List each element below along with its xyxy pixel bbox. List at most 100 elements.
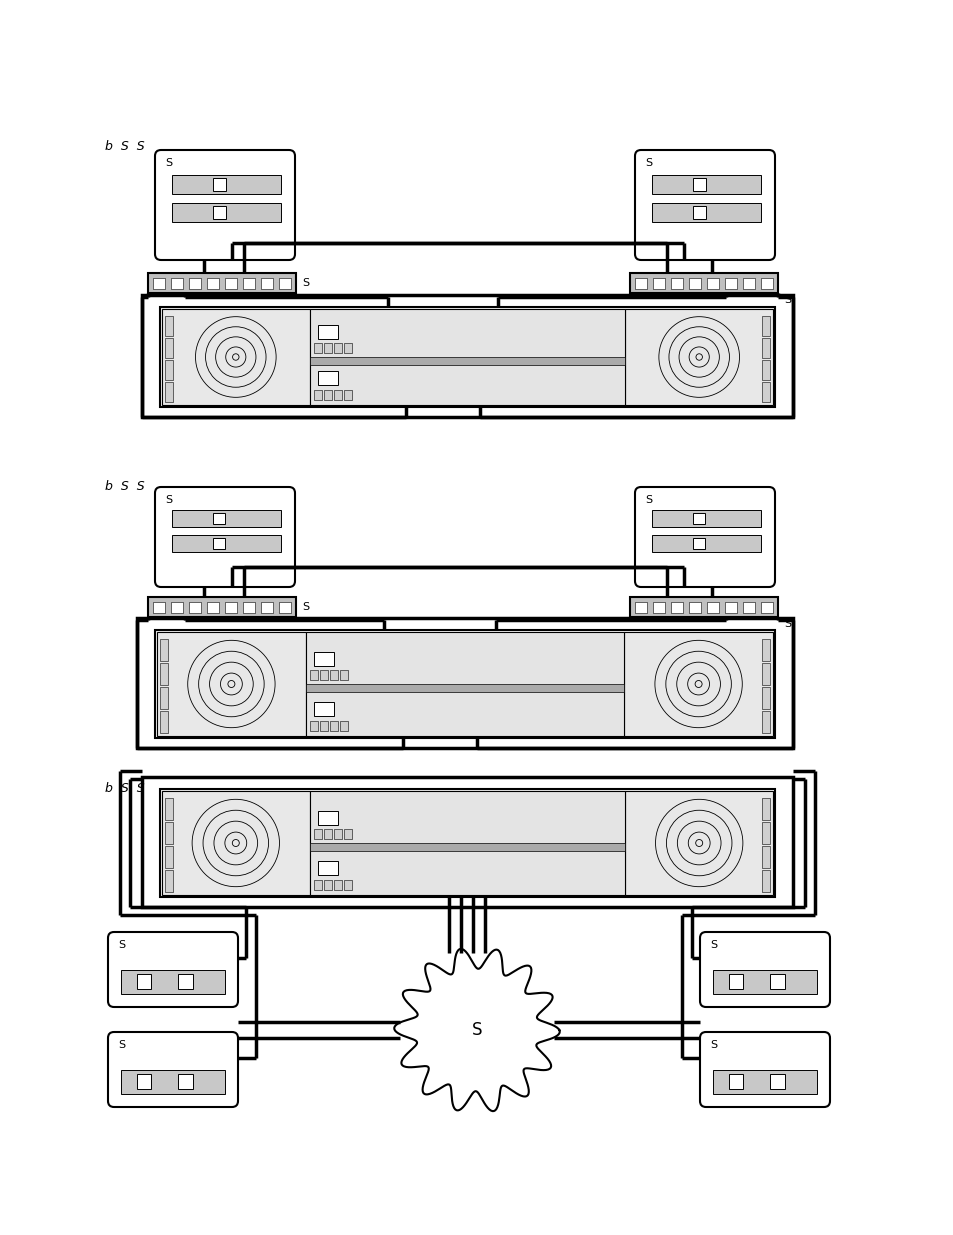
Polygon shape bbox=[394, 948, 559, 1112]
Bar bbox=[761, 382, 769, 403]
Bar bbox=[243, 278, 254, 289]
Bar bbox=[629, 597, 778, 618]
Bar bbox=[317, 325, 337, 338]
Text: b  S  S: b S S bbox=[105, 140, 145, 153]
Bar bbox=[121, 969, 225, 993]
Bar bbox=[314, 390, 321, 400]
Text: S: S bbox=[644, 158, 652, 168]
Bar bbox=[728, 1074, 742, 1089]
Bar bbox=[343, 343, 352, 353]
Bar bbox=[689, 278, 700, 289]
Text: S: S bbox=[165, 158, 172, 168]
Bar bbox=[153, 601, 165, 613]
Bar bbox=[310, 357, 625, 364]
Bar bbox=[625, 790, 772, 895]
Bar bbox=[323, 390, 332, 400]
Bar bbox=[314, 343, 321, 353]
Bar bbox=[148, 597, 295, 618]
Text: S: S bbox=[118, 940, 125, 950]
Bar bbox=[761, 338, 769, 358]
Bar bbox=[136, 1074, 151, 1089]
Bar bbox=[651, 203, 760, 221]
Bar bbox=[635, 601, 646, 613]
Bar bbox=[165, 798, 172, 820]
Bar bbox=[310, 844, 625, 851]
Bar bbox=[317, 370, 337, 385]
Bar bbox=[310, 671, 317, 680]
Bar bbox=[761, 846, 769, 868]
Bar bbox=[761, 663, 769, 685]
Bar bbox=[160, 789, 774, 897]
Bar bbox=[279, 601, 291, 613]
Bar bbox=[653, 601, 664, 613]
Bar bbox=[148, 273, 295, 293]
Bar bbox=[706, 278, 718, 289]
Bar bbox=[178, 1074, 193, 1089]
FancyBboxPatch shape bbox=[635, 487, 774, 587]
Bar bbox=[310, 309, 625, 405]
Text: S: S bbox=[644, 495, 652, 505]
Bar bbox=[319, 671, 328, 680]
Bar bbox=[769, 1074, 783, 1089]
Bar bbox=[693, 513, 704, 525]
Bar bbox=[651, 175, 760, 194]
Bar bbox=[136, 974, 151, 989]
Bar bbox=[334, 829, 341, 839]
Bar bbox=[629, 273, 778, 293]
Bar bbox=[190, 278, 200, 289]
Bar bbox=[165, 382, 172, 403]
Text: S: S bbox=[783, 619, 790, 629]
Text: S: S bbox=[165, 495, 172, 505]
Bar bbox=[165, 316, 172, 336]
Bar bbox=[225, 601, 236, 613]
Bar bbox=[761, 823, 769, 844]
Bar bbox=[153, 278, 165, 289]
Bar bbox=[724, 278, 736, 289]
Bar bbox=[172, 535, 281, 552]
Text: S: S bbox=[118, 1040, 125, 1050]
Bar bbox=[142, 777, 792, 906]
Bar bbox=[310, 790, 625, 895]
Bar bbox=[693, 537, 704, 550]
Bar bbox=[190, 601, 200, 613]
Bar bbox=[761, 687, 769, 709]
Bar bbox=[334, 343, 341, 353]
FancyBboxPatch shape bbox=[108, 932, 237, 1007]
Bar bbox=[162, 309, 310, 405]
Bar bbox=[323, 829, 332, 839]
Bar bbox=[742, 278, 754, 289]
Bar bbox=[178, 974, 193, 989]
Bar bbox=[761, 798, 769, 820]
Text: b  S  S: b S S bbox=[105, 480, 145, 493]
FancyBboxPatch shape bbox=[154, 149, 294, 261]
Bar bbox=[157, 632, 306, 736]
Bar bbox=[728, 974, 742, 989]
Bar bbox=[343, 390, 352, 400]
Bar bbox=[165, 338, 172, 358]
Bar bbox=[225, 278, 236, 289]
Text: S: S bbox=[302, 601, 309, 613]
Bar bbox=[761, 316, 769, 336]
Text: S: S bbox=[471, 1021, 482, 1039]
Bar bbox=[162, 790, 310, 895]
Bar bbox=[160, 687, 168, 709]
Bar bbox=[712, 1070, 816, 1093]
FancyBboxPatch shape bbox=[154, 487, 294, 587]
Bar bbox=[314, 829, 321, 839]
Bar bbox=[314, 701, 334, 716]
Bar bbox=[761, 359, 769, 380]
Bar bbox=[314, 881, 321, 890]
Bar bbox=[160, 663, 168, 685]
Bar bbox=[693, 178, 705, 191]
Bar bbox=[323, 343, 332, 353]
Bar bbox=[172, 203, 281, 221]
Bar bbox=[165, 359, 172, 380]
Bar bbox=[142, 295, 792, 417]
Bar bbox=[172, 601, 182, 613]
Bar bbox=[724, 601, 736, 613]
Bar bbox=[207, 278, 218, 289]
Bar bbox=[671, 601, 682, 613]
Bar bbox=[213, 178, 226, 191]
Bar bbox=[154, 630, 774, 739]
Bar bbox=[261, 601, 273, 613]
